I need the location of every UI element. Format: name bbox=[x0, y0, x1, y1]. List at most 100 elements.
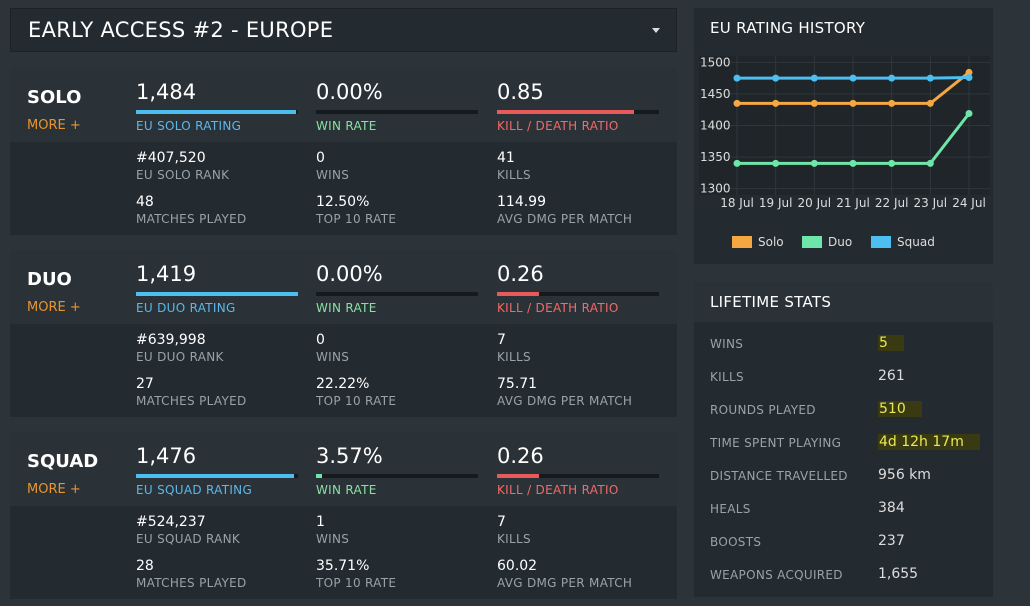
detail-label: WINS bbox=[316, 168, 350, 182]
legend-label: Squad bbox=[897, 235, 935, 249]
stat-label: KILL / DEATH RATIO bbox=[497, 301, 619, 315]
detail-value: 7 bbox=[497, 514, 506, 530]
lifetime-title: LIFETIME STATS bbox=[710, 293, 832, 311]
detail-value: 7 bbox=[497, 332, 506, 348]
stat-bar-track bbox=[497, 474, 659, 478]
stat-value: 1,476 bbox=[136, 444, 197, 468]
detail-label: MATCHES PLAYED bbox=[136, 576, 247, 590]
season-title: EARLY ACCESS #2 - EUROPE bbox=[28, 18, 334, 42]
detail-value: 0 bbox=[316, 332, 325, 348]
data-point bbox=[888, 99, 896, 107]
more-link[interactable]: MORE + bbox=[27, 482, 81, 497]
lifetime-value: 956 km bbox=[878, 467, 931, 483]
data-point bbox=[926, 74, 934, 82]
x-tick-label: 20 Jul bbox=[798, 196, 832, 210]
data-point bbox=[849, 74, 857, 82]
detail-label: TOP 10 RATE bbox=[316, 576, 397, 590]
stat-bar-track bbox=[136, 292, 298, 296]
data-point bbox=[849, 159, 857, 167]
season-selector[interactable]: EARLY ACCESS #2 - EUROPE bbox=[10, 8, 677, 52]
mode-card: SOLO MORE + 1,484 EU SOLO RATING 0.00% WIN RA… bbox=[10, 68, 677, 235]
lifetime-label: HEALS bbox=[710, 502, 751, 516]
detail-value: 12.50% bbox=[316, 194, 370, 210]
stat-label: KILL / DEATH RATIO bbox=[497, 483, 619, 497]
lifetime-value: 237 bbox=[878, 533, 905, 549]
lifetime-value: 510 bbox=[878, 401, 922, 417]
data-point bbox=[888, 74, 896, 82]
data-point bbox=[733, 159, 741, 167]
detail-value: 114.99 bbox=[497, 194, 546, 210]
y-tick-label: 1350 bbox=[700, 150, 731, 164]
detail-label: MATCHES PLAYED bbox=[136, 212, 247, 226]
data-point bbox=[733, 74, 741, 82]
detail-value: 22.22% bbox=[316, 376, 370, 392]
detail-label: AVG DMG PER MATCH bbox=[497, 212, 633, 226]
data-point bbox=[965, 109, 973, 117]
lifetime-label: WEAPONS ACQUIRED bbox=[710, 568, 843, 582]
more-link[interactable]: MORE + bbox=[27, 300, 81, 315]
stat-value: 0.26 bbox=[497, 444, 544, 468]
mode-name: SOLO bbox=[27, 87, 82, 108]
stat-bar bbox=[497, 110, 634, 114]
detail-label: EU SOLO RANK bbox=[136, 168, 230, 182]
stat-value: 3.57% bbox=[316, 444, 383, 468]
lifetime-header bbox=[694, 282, 993, 322]
x-tick-label: 19 Jul bbox=[759, 196, 793, 210]
x-tick-label: 21 Jul bbox=[836, 196, 870, 210]
x-tick-label: 23 Jul bbox=[914, 196, 948, 210]
stat-bar-track bbox=[316, 292, 478, 296]
stat-label: EU SQUAD RATING bbox=[136, 483, 253, 497]
lifetime-label: TIME SPENT PLAYING bbox=[710, 436, 842, 450]
mode-name: SQUAD bbox=[27, 451, 99, 472]
detail-value: 27 bbox=[136, 376, 154, 392]
stat-value: 0.00% bbox=[316, 80, 383, 104]
data-point bbox=[810, 159, 818, 167]
detail-label: KILLS bbox=[497, 168, 531, 182]
stat-value: 1,419 bbox=[136, 262, 197, 286]
detail-value: #407,520 bbox=[136, 150, 206, 166]
detail-value: 28 bbox=[136, 558, 154, 574]
detail-value: 35.71% bbox=[316, 558, 370, 574]
stat-bar bbox=[497, 474, 539, 478]
data-point bbox=[772, 74, 780, 82]
stat-value: 0.26 bbox=[497, 262, 544, 286]
detail-label: TOP 10 RATE bbox=[316, 394, 397, 408]
stat-bar bbox=[497, 292, 539, 296]
data-point bbox=[926, 159, 934, 167]
stat-label: WIN RATE bbox=[316, 483, 377, 497]
mode-card: DUO MORE + 1,419 EU DUO RATING 0.00% WIN RATE… bbox=[10, 250, 677, 417]
data-point bbox=[772, 159, 780, 167]
stat-bar bbox=[136, 474, 294, 478]
stat-bar bbox=[136, 292, 298, 296]
data-point bbox=[926, 99, 934, 107]
data-point bbox=[810, 74, 818, 82]
lifetime-label: WINS bbox=[710, 337, 744, 351]
legend-label: Duo bbox=[828, 235, 852, 249]
stat-label: EU SOLO RATING bbox=[136, 119, 242, 133]
lifetime-label: BOOSTS bbox=[710, 535, 762, 549]
stat-label: KILL / DEATH RATIO bbox=[497, 119, 619, 133]
detail-label: AVG DMG PER MATCH bbox=[497, 576, 633, 590]
legend-swatch[interactable] bbox=[871, 236, 891, 248]
stat-bar-track bbox=[136, 110, 298, 114]
x-tick-label: 22 Jul bbox=[875, 196, 909, 210]
card-header-bg bbox=[10, 68, 677, 142]
detail-value: #639,998 bbox=[136, 332, 206, 348]
data-point bbox=[810, 99, 818, 107]
x-tick-label: 18 Jul bbox=[720, 196, 754, 210]
detail-label: AVG DMG PER MATCH bbox=[497, 394, 633, 408]
lifetime-label: ROUNDS PLAYED bbox=[710, 403, 816, 417]
y-tick-label: 1400 bbox=[700, 119, 731, 133]
card-header-bg bbox=[10, 432, 677, 506]
detail-value: 60.02 bbox=[497, 558, 538, 574]
dropdown-caret bbox=[652, 28, 660, 33]
more-link[interactable]: MORE + bbox=[27, 118, 81, 133]
detail-value: 75.71 bbox=[497, 376, 538, 392]
legend-swatch[interactable] bbox=[732, 236, 752, 248]
legend-swatch[interactable] bbox=[802, 236, 822, 248]
mode-card: SQUAD MORE + 1,476 EU SQUAD RATING 3.57% WIN … bbox=[10, 432, 677, 599]
stat-bar bbox=[136, 110, 296, 114]
card-header-bg bbox=[10, 250, 677, 324]
x-tick-label: 24 Jul bbox=[952, 196, 986, 210]
